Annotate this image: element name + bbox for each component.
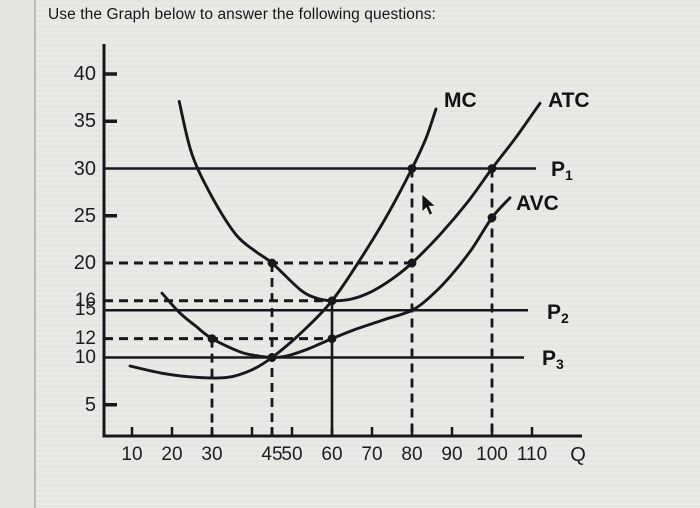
x-tick-label-60: 60 bbox=[321, 444, 343, 465]
p2-base: P bbox=[547, 301, 562, 324]
p2-sub: 2 bbox=[561, 310, 569, 326]
marked-point-30-12 bbox=[207, 334, 217, 343]
y-tick-label-10: 10 bbox=[74, 346, 96, 368]
x-tick-label-100: 100 bbox=[476, 444, 508, 465]
p1-price-label: P1 bbox=[551, 158, 573, 183]
p3-price-label: P3 bbox=[542, 347, 564, 372]
marked-point-60-16 bbox=[327, 296, 337, 306]
avc-curve-label: AVC bbox=[516, 192, 559, 215]
marked-point-100-24.8 bbox=[487, 213, 497, 223]
marked-point-80-20 bbox=[407, 258, 417, 268]
p3-sub: 3 bbox=[556, 356, 564, 372]
mc-curve-label: MC bbox=[444, 89, 477, 112]
y-tick-label-35: 35 bbox=[73, 110, 96, 133]
marked-point-60-12 bbox=[327, 334, 337, 343]
y-tick-label-12: 12 bbox=[74, 327, 96, 349]
mouse-cursor-icon bbox=[421, 193, 437, 216]
p2-price-label: P2 bbox=[547, 301, 569, 326]
marked-point-80-30 bbox=[407, 164, 417, 173]
x-tick-label-50: 50 bbox=[281, 444, 303, 465]
y-tick-label-16: 16 bbox=[74, 289, 96, 311]
question-title: Use the Graph below to answer the follow… bbox=[48, 6, 436, 23]
y-tick-label-30: 30 bbox=[73, 157, 96, 180]
marked-point-45-20 bbox=[267, 258, 277, 268]
page-border-line bbox=[34, 0, 36, 508]
p3-base: P bbox=[542, 347, 557, 370]
y-tick-label-5: 5 bbox=[84, 393, 96, 416]
p1-sub: 1 bbox=[565, 167, 573, 183]
x-tick-label-90: 90 bbox=[441, 444, 463, 465]
x-tick-label-80: 80 bbox=[401, 444, 423, 465]
y-tick-label-40: 40 bbox=[73, 63, 96, 85]
x-axis-label: Q bbox=[570, 444, 586, 466]
p1-base: P bbox=[551, 158, 566, 181]
marked-point-45-10 bbox=[267, 353, 277, 362]
y-tick-label-25: 25 bbox=[73, 204, 96, 227]
x-tick-label-110: 110 bbox=[516, 444, 548, 465]
y-tick-label-15: 15 bbox=[74, 299, 96, 321]
atc-curve bbox=[177, 99, 542, 303]
atc-curve-label: ATC bbox=[548, 89, 590, 112]
x-tick-label-20: 20 bbox=[161, 444, 183, 465]
mc-curve bbox=[128, 107, 438, 380]
avc-curve bbox=[160, 196, 512, 359]
marked-point-100-30 bbox=[487, 164, 497, 173]
x-tick-label-10: 10 bbox=[121, 444, 143, 465]
x-tick-label-70: 70 bbox=[361, 444, 383, 465]
x-tick-label-30: 30 bbox=[201, 444, 223, 465]
page-margin-strip bbox=[0, 0, 34, 508]
y-tick-label-20: 20 bbox=[73, 252, 96, 274]
x-tick-label-45: 45 bbox=[261, 444, 283, 465]
